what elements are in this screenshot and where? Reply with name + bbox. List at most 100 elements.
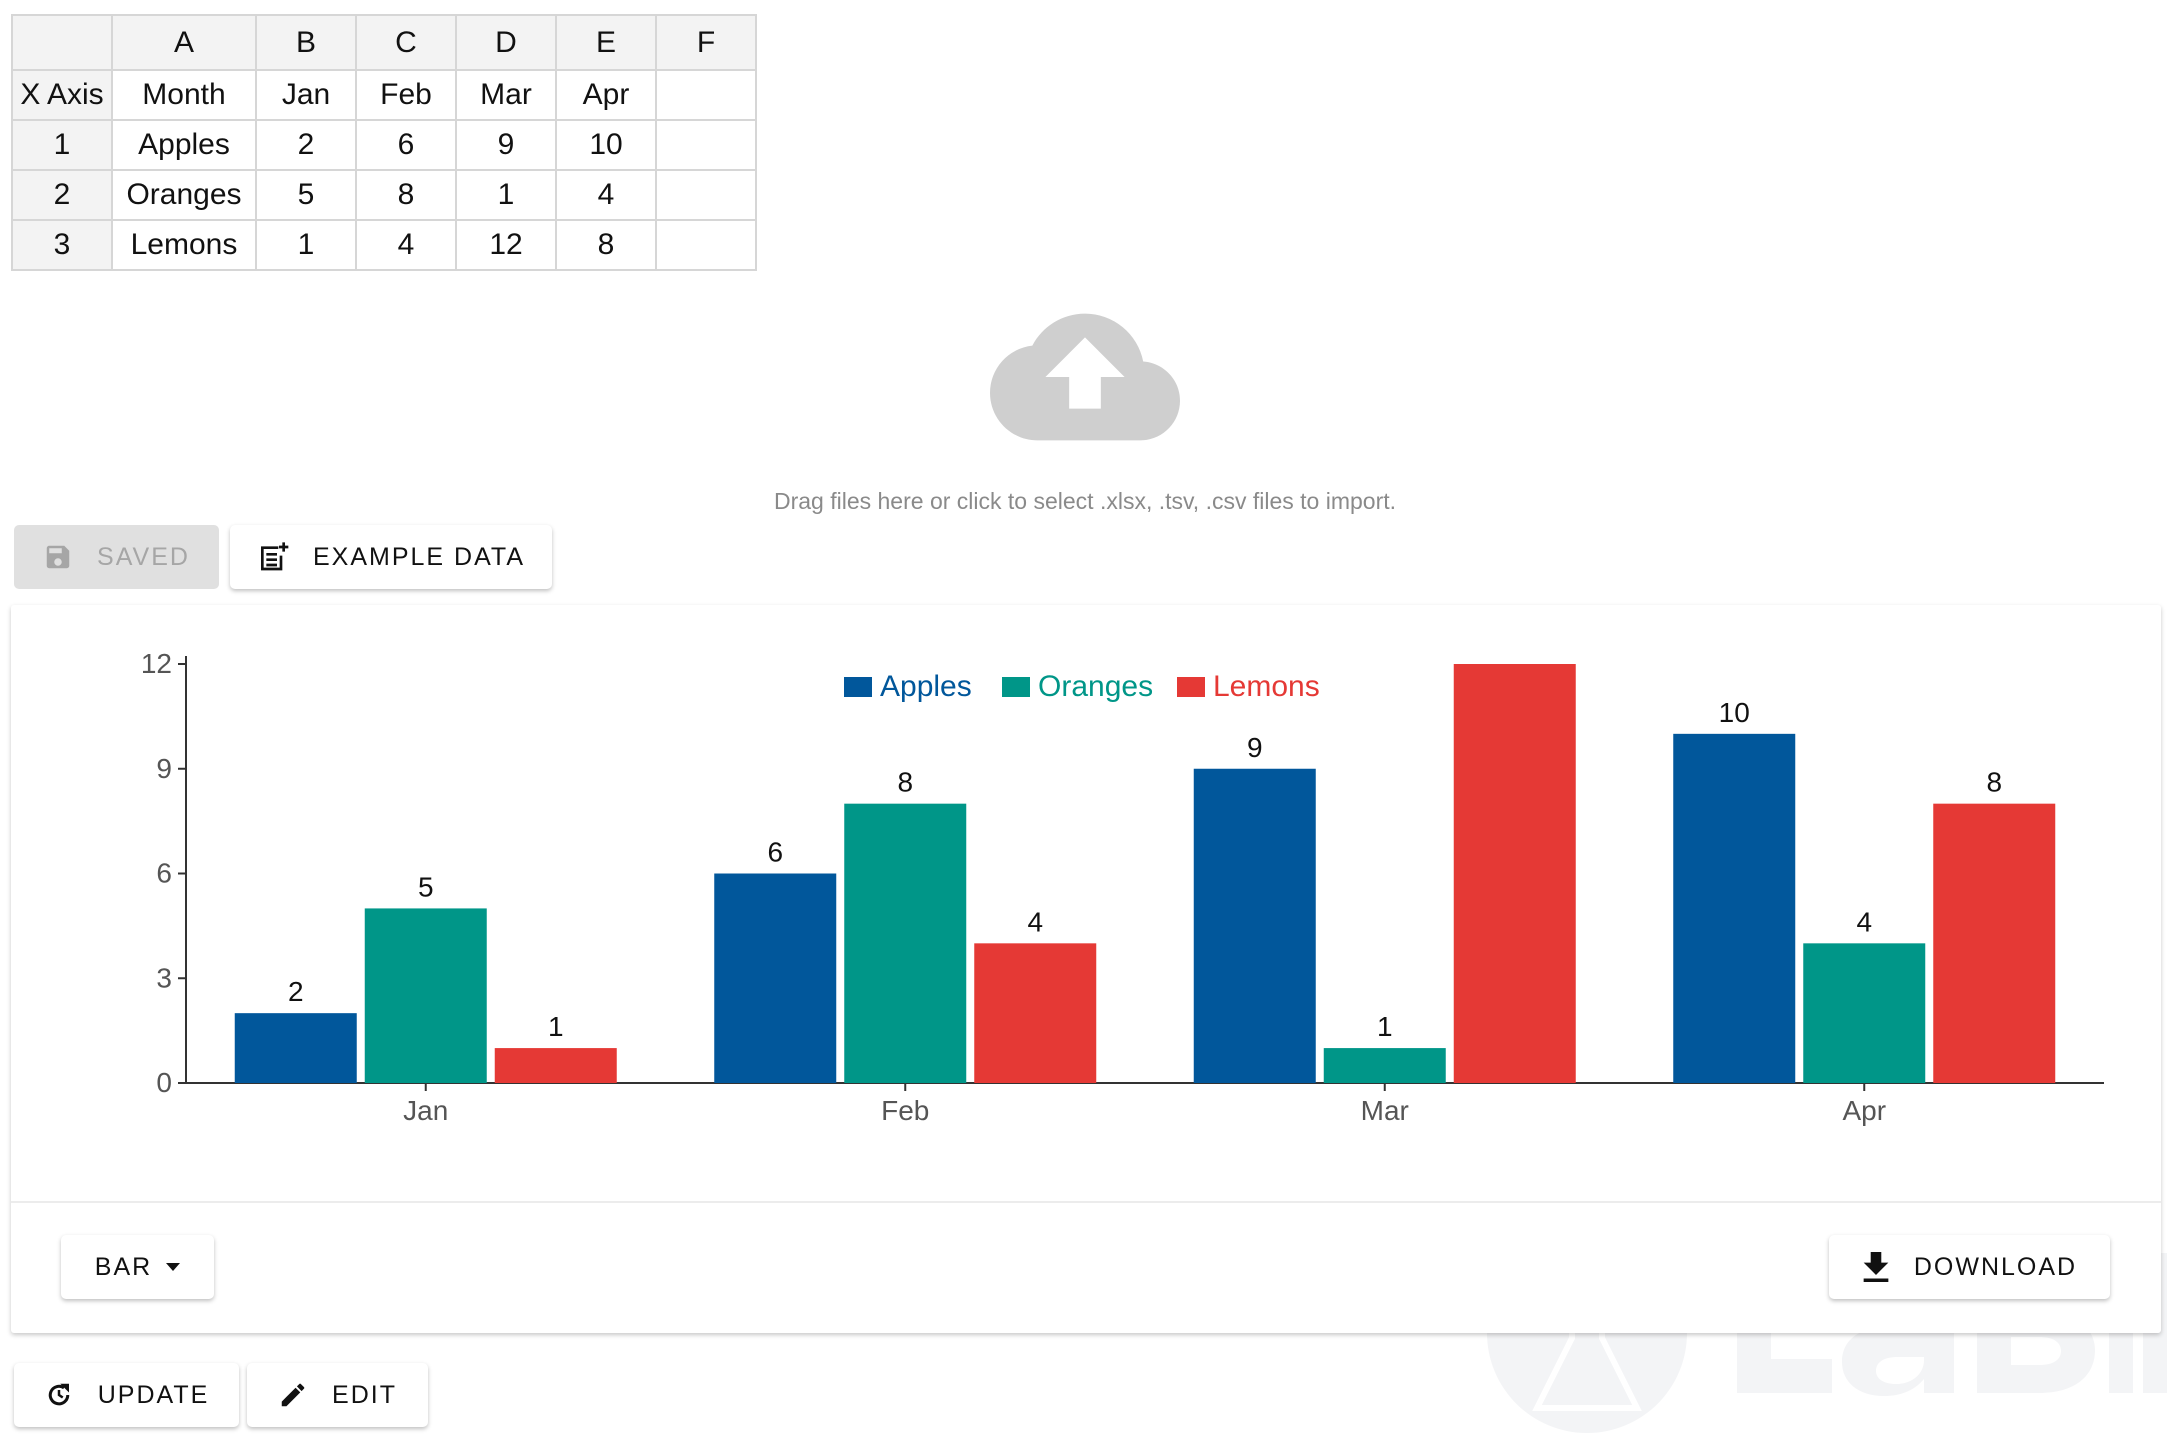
example-data-label: EXAMPLE DATA (312, 542, 525, 571)
bar-apples (1673, 733, 1796, 1083)
sheet-cell[interactable]: 1 (455, 169, 557, 221)
edit-button[interactable]: EDIT (247, 1363, 428, 1427)
x-tick-label: Feb (881, 1095, 929, 1126)
bar-oranges (364, 908, 487, 1083)
bar-oranges (1803, 943, 1926, 1083)
row-header[interactable]: 1 (11, 119, 113, 171)
sheet-cell[interactable] (655, 169, 757, 221)
y-tick-label: 9 (156, 753, 172, 784)
legend-label: Apples (880, 670, 972, 703)
sheet-cell[interactable]: 4 (555, 169, 657, 221)
floppy-disk-icon (46, 545, 70, 569)
column-header[interactable]: A (111, 14, 257, 71)
sheet-cell[interactable]: 2 (255, 119, 357, 171)
sheet-cell[interactable]: Mar (455, 69, 557, 121)
saved-button[interactable]: SAVED (14, 525, 219, 589)
row-header[interactable]: X Axis (11, 69, 113, 121)
download-button[interactable]: DOWNLOAD (1829, 1235, 2110, 1299)
row-header[interactable]: 3 (11, 219, 113, 271)
bar-apples (234, 1013, 357, 1083)
column-header[interactable]: F (655, 14, 757, 71)
pencil-icon (281, 1383, 305, 1407)
sheet-cell[interactable]: 1 (255, 219, 357, 271)
data-label: 4 (1027, 906, 1043, 937)
bar-oranges (844, 803, 967, 1083)
sheet-cell[interactable]: 5 (255, 169, 357, 221)
sheet-cell[interactable] (655, 69, 757, 121)
sheet-cell[interactable]: 8 (555, 219, 657, 271)
bar-chart: 0 3 6 9 12 Jan 2 5 1 Feb 6 8 4 Mar 9 1 Apr 10 4 8 Apples Oran… (141, 648, 2104, 1126)
sheet-cell[interactable] (655, 119, 757, 171)
card-divider (11, 1201, 2161, 1203)
sheet-cell[interactable]: 8 (355, 169, 457, 221)
bar-lemons (494, 1048, 617, 1083)
row-header[interactable]: 2 (11, 169, 113, 221)
data-label: 9 (1247, 732, 1263, 763)
data-label: 1 (548, 1011, 564, 1042)
edit-label: EDIT (332, 1380, 397, 1409)
x-tick-label: Apr (1842, 1095, 1886, 1126)
x-tick-label: Mar (1361, 1095, 1409, 1126)
dropzone-text: Drag files here or click to select .xlsx… (773, 488, 1397, 514)
legend-label: Oranges (1038, 670, 1153, 703)
column-header[interactable]: C (355, 14, 457, 71)
bar-lemons (1933, 803, 2056, 1083)
example-data-button[interactable]: EXAMPLE DATA (230, 525, 552, 589)
legend-swatch (1002, 677, 1030, 697)
bar-lemons (1453, 664, 1576, 1083)
sheet-cell[interactable]: Month (111, 69, 257, 121)
column-header[interactable] (11, 14, 113, 71)
data-label: 6 (767, 837, 783, 868)
legend: Apples Oranges Lemons (844, 670, 1320, 703)
refresh-icon (48, 1383, 69, 1406)
chart-type-label: BAR (94, 1252, 153, 1281)
column-header[interactable]: E (555, 14, 657, 71)
y-tick-label: 12 (141, 648, 172, 679)
x-tick-label: Jan (403, 1095, 448, 1126)
sheet-cell[interactable]: 12 (455, 219, 557, 271)
legend-swatch (844, 677, 872, 697)
file-dropzone[interactable]: Drag files here or click to select .xlsx… (600, 300, 1570, 520)
sheet-cell[interactable]: Oranges (111, 169, 257, 221)
y-tick-label: 0 (156, 1067, 172, 1098)
caret-down-icon (166, 1263, 181, 1271)
y-tick-label: 6 (156, 858, 172, 889)
data-label: 10 (1719, 697, 1750, 728)
sheet-cell[interactable]: Apples (111, 119, 257, 171)
data-label: 2 (288, 976, 304, 1007)
download-icon (1863, 1252, 1889, 1282)
update-button[interactable]: UPDATE (14, 1363, 239, 1427)
bar-apples (714, 873, 837, 1083)
sheet-cell[interactable]: 4 (355, 219, 457, 271)
legend-label: Lemons (1213, 670, 1320, 703)
sheet-cell[interactable] (655, 219, 757, 271)
data-label: 1 (1377, 1011, 1393, 1042)
data-label: 5 (418, 871, 434, 902)
sheet-cell[interactable]: 6 (355, 119, 457, 171)
bar-lemons (974, 943, 1097, 1083)
chart-type-dropdown[interactable]: BAR (61, 1235, 214, 1299)
sheet-cell[interactable]: Jan (255, 69, 357, 121)
sheet-cell[interactable]: 10 (555, 119, 657, 171)
sheet-cell[interactable]: Feb (355, 69, 457, 121)
data-label: 8 (1986, 767, 2002, 798)
sheet-row: 2 Oranges 5 8 1 4 (11, 169, 757, 221)
update-label: UPDATE (97, 1380, 210, 1409)
legend-swatch (1177, 677, 1205, 697)
sheet-row: X Axis Month Jan Feb Mar Apr (11, 69, 757, 121)
bar-oranges (1323, 1048, 1446, 1083)
saved-label: SAVED (97, 542, 190, 571)
sheet-row: 1 Apples 2 6 9 10 (11, 119, 757, 171)
download-label: DOWNLOAD (1913, 1252, 2078, 1281)
sheet-row: 3 Lemons 1 4 12 8 (11, 219, 757, 271)
sheet-cell[interactable]: 9 (455, 119, 557, 171)
bar-apples (1193, 768, 1316, 1083)
cloud-upload-icon (990, 313, 1180, 441)
column-header[interactable]: D (455, 14, 557, 71)
column-header[interactable]: B (255, 14, 357, 71)
sheet-cell[interactable]: Apr (555, 69, 657, 121)
sheet-cell[interactable]: Lemons (111, 219, 257, 271)
chart-card: 0 3 6 9 12 Jan 2 5 1 Feb 6 8 4 Mar 9 1 Apr 10 4 8 Apples Oran… (11, 605, 2161, 1333)
